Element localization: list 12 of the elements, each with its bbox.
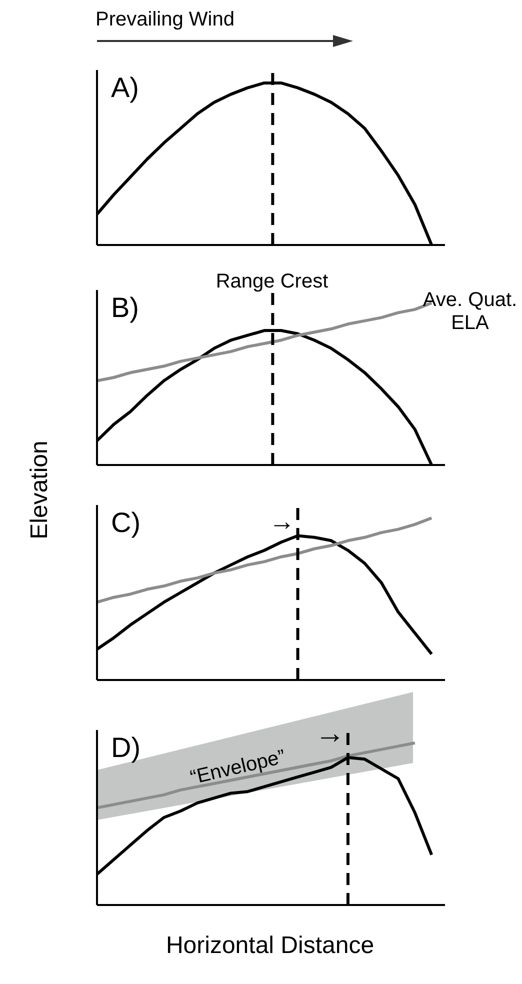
annotation: → — [269, 506, 295, 537]
chart-title: B) — [111, 292, 139, 324]
chart-title: D) — [111, 732, 141, 764]
chart-title: A) — [111, 72, 139, 104]
annotation: “Envelope” — [188, 746, 288, 790]
annotation: Ave. Quat. ELA — [422, 289, 518, 335]
text: Prevailing Wind — [96, 8, 234, 32]
chart-title: C) — [111, 507, 141, 539]
text: Range Crest — [216, 270, 328, 294]
annotation: → — [315, 716, 345, 752]
y-axis-title: Elevation — [26, 440, 54, 540]
x-axis-title: Horizontal Distance — [166, 932, 374, 960]
